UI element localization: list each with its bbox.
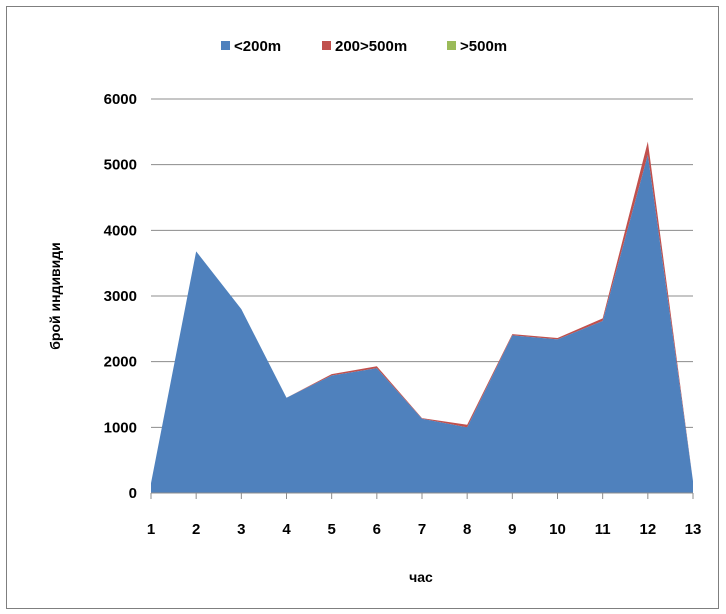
x-tick-label: 5 — [327, 521, 335, 538]
x-tick-label: 2 — [192, 521, 200, 538]
x-tick-label: 11 — [595, 521, 611, 538]
x-tick-label: 12 — [639, 521, 656, 538]
x-tick-label: 8 — [463, 521, 471, 538]
legend-label-1: <200m — [234, 38, 281, 55]
x-tick-label: 6 — [373, 521, 381, 538]
x-axis-title: час — [409, 569, 433, 585]
y-tick-label: 5000 — [104, 157, 137, 174]
legend-swatch-1 — [221, 41, 230, 50]
legend-swatch-3 — [447, 41, 456, 50]
y-tick-label: 0 — [129, 485, 137, 502]
x-tick-label: 7 — [418, 521, 426, 538]
x-tick-label: 10 — [549, 521, 566, 538]
y-tick-label: 3000 — [104, 288, 137, 305]
x-tick-label: 4 — [282, 521, 291, 538]
legend-label-3: >500m — [460, 38, 507, 55]
area-series-1 — [151, 154, 693, 493]
y-tick-label: 1000 — [104, 419, 137, 436]
x-tick-label: 13 — [685, 521, 702, 538]
legend-swatch-2 — [322, 41, 331, 50]
y-tick-label: 2000 — [104, 354, 137, 371]
x-tick-label: 3 — [237, 521, 245, 538]
y-tick-label: 6000 — [104, 91, 137, 108]
x-tick-label: 9 — [508, 521, 516, 538]
y-axis-title: брой индивиди — [47, 242, 63, 350]
y-tick-label: 4000 — [104, 222, 137, 239]
legend-label-2: 200>500m — [335, 38, 407, 55]
chart-frame — [6, 6, 719, 609]
x-tick-label: 1 — [147, 521, 155, 538]
